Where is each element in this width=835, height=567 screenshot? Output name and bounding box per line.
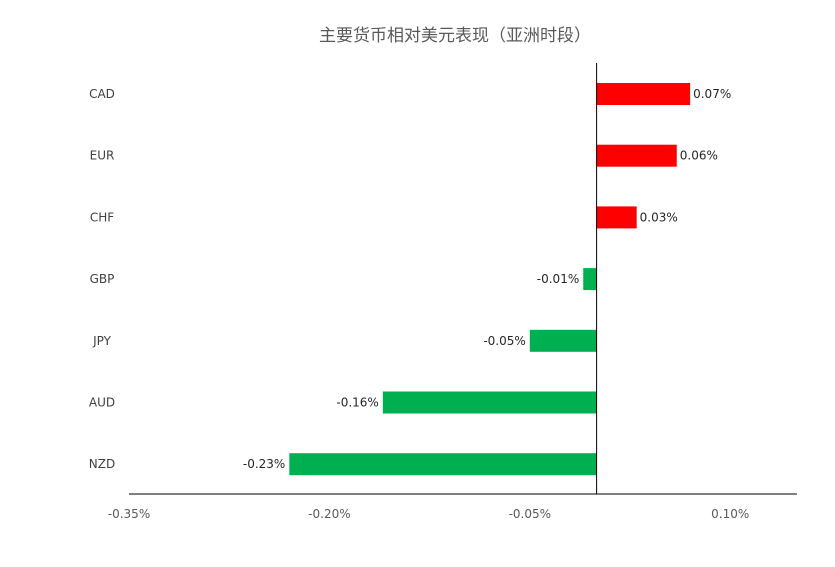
category-labels: CAD EUR CHF GBP JPY AUD NZD [89,87,115,471]
category-label-jpy: JPY [92,334,112,348]
data-label-nzd: -0.23% [243,457,285,471]
x-tick-label: 0.10% [711,507,749,521]
x-tick-label: -0.35% [108,507,150,521]
data-label-chf: 0.03% [640,210,678,224]
bar-gbp [583,268,597,291]
data-label-aud: -0.16% [336,396,378,410]
bar-jpy [529,329,597,352]
bars-group [289,83,691,476]
chart-title: 主要货币相对美元表现（亚洲时段） [319,26,591,46]
data-label-jpy: -0.05% [483,334,525,348]
axes-group [129,63,797,495]
data-label-eur: 0.06% [680,149,718,163]
category-label-chf: CHF [90,210,114,224]
x-tick-labels: -0.35% -0.20% -0.05% 0.10% [108,507,749,521]
data-label-cad: 0.07% [693,87,731,101]
bar-aud [382,391,597,414]
x-tick-label: -0.05% [509,507,551,521]
category-label-eur: EUR [90,149,115,163]
data-label-gbp: -0.01% [537,272,579,286]
bar-eur [596,144,677,167]
bar-cad [596,83,691,105]
category-label-aud: AUD [89,396,115,410]
category-label-gbp: GBP [90,272,115,286]
bar-nzd [289,453,597,476]
data-labels: 0.07% 0.06% 0.03% -0.01% -0.05% -0.16% -0.23% [243,87,731,471]
bar-chf [596,206,637,229]
category-label-cad: CAD [89,87,115,101]
x-tick-label: -0.20% [308,507,350,521]
category-label-nzd: NZD [89,457,115,471]
